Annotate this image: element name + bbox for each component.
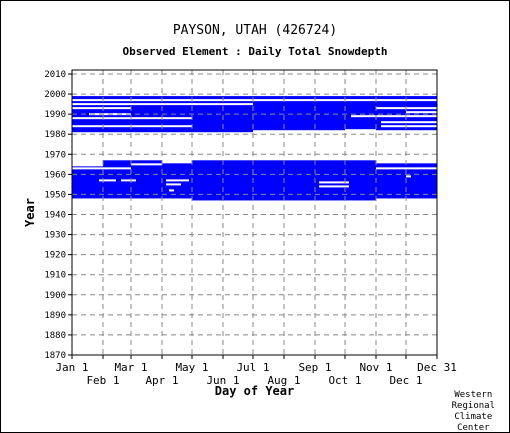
missing-segment: [131, 163, 162, 166]
missing-segment: [99, 179, 116, 182]
y-tick-label: 2010: [44, 70, 66, 80]
x-tick-label: Jun 1: [206, 374, 239, 387]
y-tick-label: 2000: [44, 90, 66, 100]
grid-lines: [72, 70, 437, 356]
x-tick-label: Aug 1: [267, 374, 300, 387]
missing-segment: [351, 115, 376, 118]
y-tick-label: 1870: [44, 351, 66, 361]
data-block: [103, 160, 162, 199]
missing-segment: [319, 181, 349, 184]
credit-line: Climate: [454, 412, 493, 422]
missing-segment: [169, 189, 174, 192]
data-block: [72, 166, 103, 199]
data-block: [253, 96, 345, 131]
x-tick-label: Nov 1: [359, 361, 392, 374]
x-tick-label: Oct 1: [328, 374, 361, 387]
y-tick-label: 1970: [44, 150, 66, 160]
chart-title: PAYSON, UTAH (426724): [172, 23, 338, 38]
missing-segment: [406, 175, 411, 178]
y-tick-label: 1890: [44, 311, 66, 321]
credit-line: Western: [454, 390, 493, 400]
chart-subtitle: Observed Element : Daily Total Snowdepth: [122, 45, 388, 58]
missing-segment: [162, 161, 192, 164]
plot-frame: [71, 69, 438, 356]
credit-line: Center: [457, 423, 490, 433]
x-tick-label: Mar 1: [114, 361, 147, 374]
x-tick-label: Feb 1: [86, 374, 119, 387]
x-tick-label: Jan 1: [55, 361, 88, 374]
missing-segment: [72, 167, 131, 170]
missing-segment: [72, 107, 131, 110]
missing-segment: [166, 179, 189, 182]
y-tick-label: 1990: [44, 110, 66, 120]
missing-segment: [381, 121, 437, 124]
data-coverage-layer: [72, 96, 437, 201]
credit-line: Regional: [451, 401, 495, 411]
y-tick-label: 1930: [44, 231, 66, 241]
y-tick-label: 1880: [44, 331, 66, 341]
y-tick-label: 1910: [44, 271, 66, 281]
missing-segment: [72, 103, 253, 106]
x-tick-label: May 1: [175, 361, 208, 374]
missing-segment: [376, 167, 437, 170]
missing-segment: [72, 117, 192, 120]
missing-segment: [72, 163, 103, 166]
x-tick-label: Jul 1: [236, 361, 269, 374]
y-tick-label: 1980: [44, 130, 66, 140]
missing-segment: [319, 185, 349, 188]
missing-segment: [166, 183, 181, 186]
y-tick-label: 1900: [44, 291, 66, 301]
missing-segment: [381, 125, 437, 128]
missing-segment: [72, 99, 437, 102]
credit-block: Western Regional Climate Center: [451, 390, 495, 433]
missing-segment: [72, 125, 192, 128]
missing-segment: [345, 129, 376, 132]
data-block: [345, 96, 437, 131]
missing-segment: [121, 179, 136, 182]
y-tick-label: 1960: [44, 170, 66, 180]
y-tick-label: 1950: [44, 190, 66, 200]
y-axis-label: Year: [23, 198, 37, 227]
y-tick-label: 1920: [44, 251, 66, 261]
missing-segment: [345, 131, 437, 134]
x-tick-label: Apr 1: [145, 374, 178, 387]
x-axis-label: Day of Year: [215, 384, 294, 398]
y-tick-label: 1940: [44, 211, 66, 221]
x-tick-label: Sep 1: [298, 361, 331, 374]
missing-segment: [406, 111, 437, 114]
y-axis: 1870 1880 1890 1900 1910 1920 1930 1940 1950 1960…: [44, 70, 72, 361]
x-tick-label: Dec 31: [417, 361, 457, 374]
missing-segment: [72, 156, 437, 159]
x-tick-label: Dec 1: [389, 374, 422, 387]
x-axis: Jan 1 Mar 1 May 1 Jul 1 Sep 1 Nov 1 Dec 31 Feb …: [55, 355, 457, 387]
